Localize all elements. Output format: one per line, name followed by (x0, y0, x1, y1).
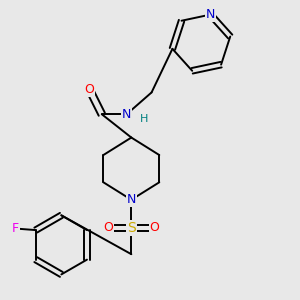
Text: O: O (84, 83, 94, 96)
Text: N: N (206, 8, 215, 21)
Text: N: N (127, 193, 136, 206)
Text: O: O (150, 221, 160, 234)
Text: F: F (12, 222, 19, 235)
Text: H: H (140, 114, 148, 124)
Text: S: S (127, 221, 136, 235)
Text: O: O (103, 221, 113, 234)
Text: N: N (122, 108, 131, 121)
